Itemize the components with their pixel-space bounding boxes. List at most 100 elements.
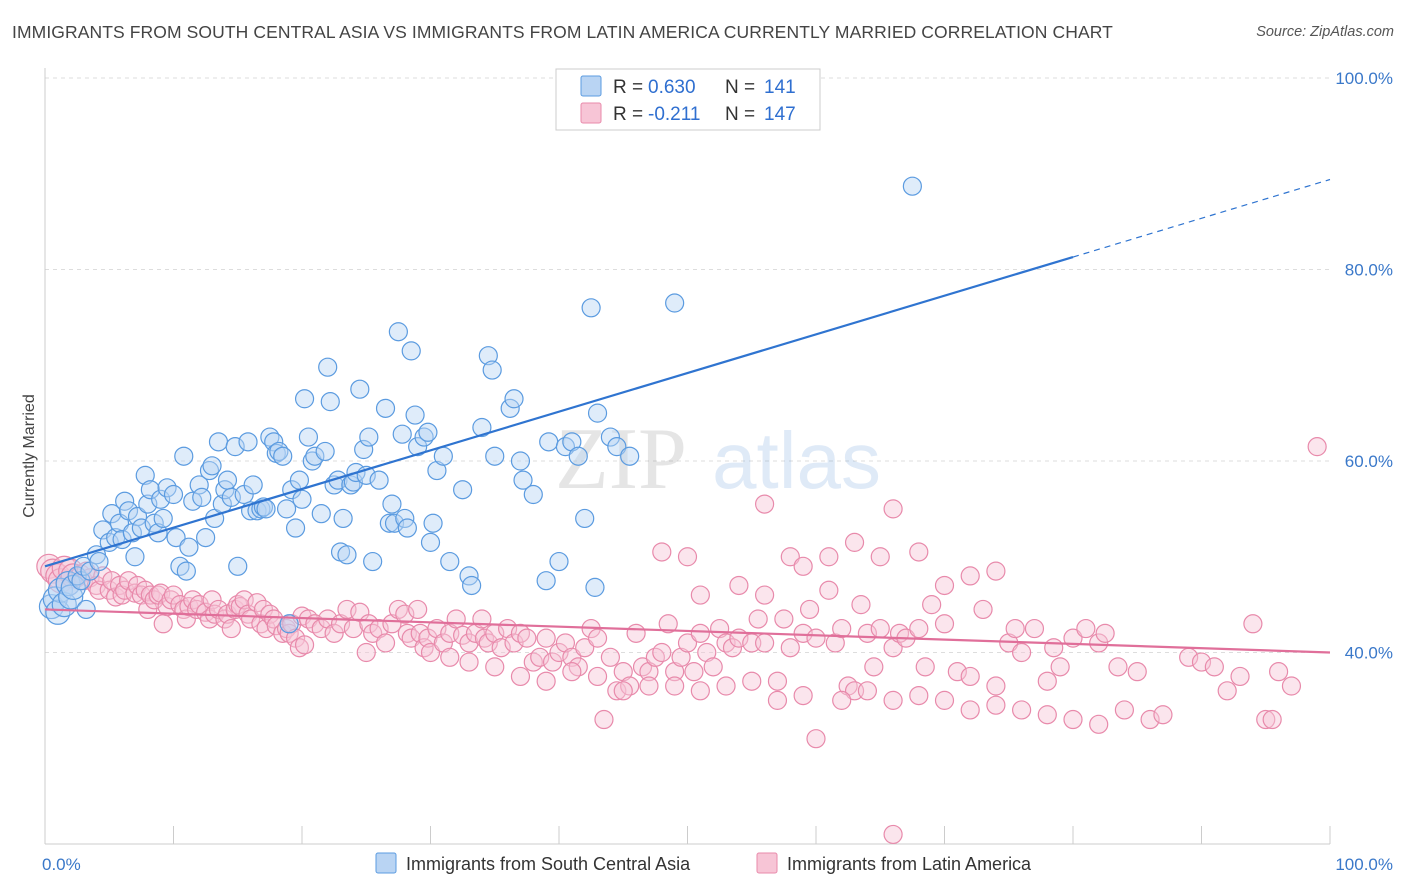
legend-blue-n-label: N = — [725, 77, 755, 98]
blue-trend-line — [44, 255, 1074, 568]
data-point — [1140, 709, 1160, 730]
data-point — [221, 618, 241, 639]
data-point — [902, 176, 922, 196]
x-tick-label: 0.0% — [42, 855, 81, 874]
data-point — [587, 403, 608, 423]
data-point — [1268, 662, 1289, 682]
data-point — [767, 671, 788, 691]
data-point — [375, 398, 396, 418]
data-point — [298, 427, 319, 447]
data-point — [857, 681, 878, 701]
data-point — [819, 580, 839, 600]
x-tick-label: 100.0% — [1335, 855, 1393, 874]
data-point — [542, 652, 563, 672]
data-point — [459, 633, 479, 653]
data-point — [1011, 700, 1032, 720]
data-point — [433, 633, 453, 653]
data-point — [311, 504, 331, 524]
data-point — [658, 614, 678, 634]
data-point — [369, 470, 389, 490]
data-point — [1108, 657, 1128, 677]
data-point — [832, 690, 852, 710]
data-point — [315, 441, 335, 462]
data-point — [292, 489, 312, 509]
data-point — [780, 547, 800, 567]
data-point — [517, 628, 537, 648]
data-point — [677, 633, 698, 653]
data-point — [986, 695, 1006, 715]
legend-blue-n-value: 141 — [764, 77, 796, 98]
correlation-legend: R = 0.630 N = 141 R = -0.211 N = 147 — [555, 68, 821, 131]
legend-pink-r-value: -0.211 — [648, 104, 700, 125]
data-point — [594, 709, 614, 730]
data-point — [401, 341, 421, 361]
data-point — [382, 614, 402, 634]
data-point — [1243, 614, 1263, 634]
data-point — [536, 571, 556, 591]
axes — [44, 68, 1331, 845]
data-point — [960, 566, 980, 586]
data-point — [472, 417, 492, 438]
data-point — [986, 676, 1006, 696]
data-point — [716, 676, 736, 696]
data-point — [864, 657, 884, 677]
data-point — [217, 470, 238, 490]
data-point — [510, 451, 531, 471]
data-point — [690, 681, 710, 701]
data-point — [440, 551, 460, 572]
data-point — [420, 532, 441, 552]
data-point — [575, 638, 595, 658]
data-point — [832, 618, 852, 639]
data-point — [909, 618, 929, 639]
blue-series-points — [38, 176, 922, 634]
data-point — [870, 547, 890, 567]
data-point — [1204, 657, 1224, 677]
data-point — [138, 494, 158, 514]
data-point — [793, 685, 813, 706]
data-point — [947, 662, 967, 682]
data-point — [510, 666, 531, 687]
data-point — [639, 676, 659, 696]
data-point — [652, 642, 672, 663]
data-point — [1095, 623, 1115, 643]
data-point — [600, 427, 621, 447]
data-point — [363, 551, 383, 572]
data-point — [754, 585, 775, 605]
legend-blue-swatch — [580, 75, 602, 97]
data-point — [684, 662, 704, 682]
data-point — [1050, 657, 1070, 677]
data-point — [408, 599, 428, 620]
data-point — [491, 638, 511, 658]
data-point — [555, 633, 576, 653]
data-point — [462, 575, 482, 596]
data-point — [102, 504, 122, 524]
data-point — [549, 551, 569, 572]
data-point — [754, 494, 775, 514]
data-point — [729, 575, 749, 596]
data-point — [1153, 705, 1173, 725]
legend-pink-r-label: R = — [613, 104, 643, 125]
data-point — [536, 628, 556, 648]
data-point — [934, 575, 955, 596]
data-point — [934, 690, 955, 710]
data-point — [754, 633, 775, 653]
legend-blue-r-value: 0.630 — [648, 77, 696, 98]
data-point — [767, 690, 788, 710]
data-point — [909, 542, 929, 562]
watermark: ZIP atlas — [555, 411, 881, 508]
trend-lines — [44, 178, 1331, 654]
data-point — [1262, 709, 1282, 730]
data-point — [539, 432, 559, 452]
data-point — [504, 389, 524, 409]
data-point — [568, 446, 588, 466]
data-point — [530, 647, 550, 667]
data-point — [144, 513, 164, 533]
data-point — [440, 647, 460, 667]
data-point — [238, 432, 258, 452]
data-point — [665, 662, 685, 682]
data-point — [446, 609, 466, 629]
data-point — [151, 489, 171, 509]
data-point — [359, 427, 379, 447]
data-point — [1230, 666, 1250, 687]
data-point — [140, 480, 160, 500]
